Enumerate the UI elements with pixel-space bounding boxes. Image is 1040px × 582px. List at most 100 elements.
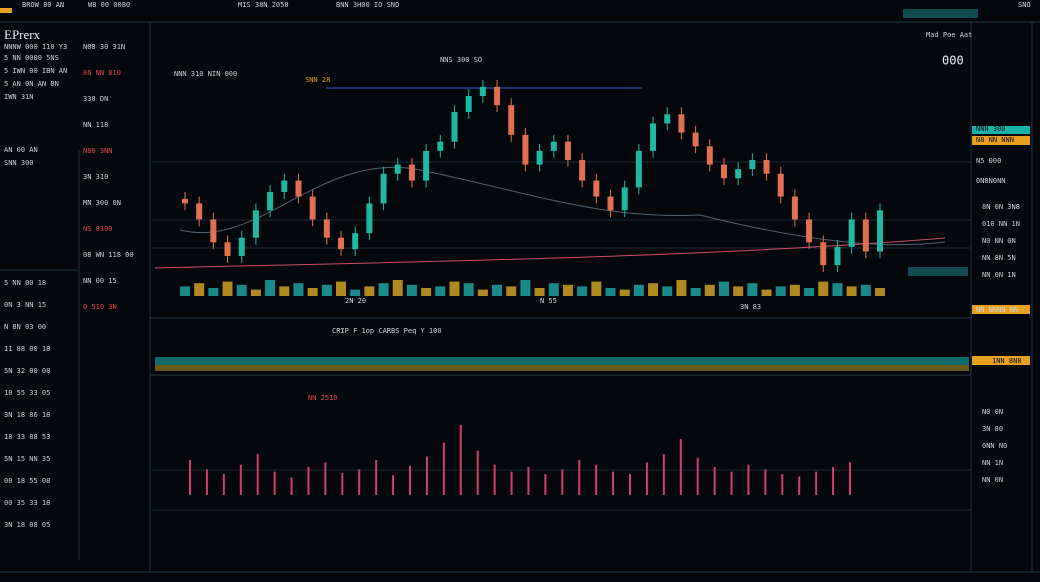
label: 0 510 3N bbox=[83, 303, 117, 311]
label: 10 55 33 05 bbox=[4, 389, 50, 397]
candle-body bbox=[862, 219, 869, 252]
label: 2N 20 bbox=[345, 297, 366, 305]
label: 86 NN 810 bbox=[83, 69, 121, 77]
volume-bar bbox=[222, 281, 233, 296]
candle-body bbox=[182, 198, 188, 204]
candle-body bbox=[678, 114, 685, 133]
ma-line bbox=[179, 166, 946, 246]
volume-bar bbox=[208, 288, 219, 296]
label: W8 00 0080 bbox=[88, 1, 130, 9]
label: NN 118 bbox=[83, 121, 108, 129]
candle-body bbox=[848, 219, 855, 247]
volume-bar bbox=[492, 284, 503, 296]
label: 3N 83 bbox=[740, 303, 761, 311]
frame bbox=[0, 21, 1040, 573]
candle-body bbox=[834, 246, 841, 266]
volume-bar bbox=[180, 286, 190, 296]
label: NNS 300 SO bbox=[440, 56, 482, 64]
candle-body bbox=[564, 141, 571, 160]
label: 0NN N0 bbox=[982, 442, 1007, 450]
label: MN 300 0N bbox=[83, 199, 121, 207]
candle-body bbox=[720, 164, 727, 179]
volume-bar bbox=[236, 284, 247, 296]
label: NN 0N bbox=[982, 476, 1003, 484]
candle-body bbox=[451, 112, 458, 142]
candle-body bbox=[465, 96, 472, 112]
candle-body bbox=[352, 233, 359, 250]
candle-body bbox=[777, 173, 784, 197]
tag bbox=[908, 267, 968, 276]
label: 5N 32 00 08 bbox=[4, 367, 50, 375]
label: 3N 18 86 18 bbox=[4, 411, 50, 419]
candle-body bbox=[820, 242, 827, 266]
volume-bar bbox=[860, 284, 871, 296]
label: 3N 310 bbox=[83, 173, 108, 181]
candle-body bbox=[735, 169, 742, 179]
candle-body bbox=[508, 105, 515, 135]
candle-body bbox=[338, 237, 345, 250]
candle-body bbox=[692, 132, 699, 147]
volume-bar bbox=[846, 286, 857, 296]
badge bbox=[972, 356, 1030, 365]
label: N08 30 31N bbox=[83, 43, 125, 51]
candle-body bbox=[479, 86, 486, 96]
volume-bar bbox=[775, 286, 786, 296]
candle-body bbox=[607, 196, 614, 211]
price: 000 bbox=[942, 54, 964, 68]
candle-body bbox=[281, 180, 288, 192]
label: 8N 0N 3N8 bbox=[982, 203, 1020, 211]
candle-body bbox=[550, 141, 557, 151]
volume-bar bbox=[477, 289, 488, 296]
band bbox=[155, 357, 969, 365]
candle-body bbox=[267, 192, 274, 211]
label: BNN 3H00 IO SNO bbox=[336, 1, 399, 9]
panel-title: EPrerx bbox=[4, 27, 41, 42]
volume-bar bbox=[804, 288, 815, 296]
candle-body bbox=[380, 173, 387, 204]
volume-bar bbox=[548, 283, 559, 296]
volume-bar bbox=[832, 283, 843, 296]
label: 18 33 88 53 bbox=[4, 433, 50, 441]
label: NN 8N 5N bbox=[982, 254, 1016, 262]
logo bbox=[0, 8, 12, 13]
candle-body bbox=[309, 196, 316, 220]
volume-bar bbox=[250, 289, 261, 296]
label: 5 NN 00 18 bbox=[4, 279, 46, 287]
label: NN 2510 bbox=[308, 394, 338, 402]
volume-bar bbox=[307, 288, 318, 296]
candle-body bbox=[494, 86, 501, 106]
volume-bar bbox=[605, 288, 616, 296]
label: 5 NN 0000 5NS bbox=[4, 54, 59, 62]
top-bar bbox=[903, 9, 978, 18]
candle-body bbox=[423, 150, 430, 181]
candle-body bbox=[394, 164, 401, 174]
label: 0N 3 NN 15 bbox=[4, 301, 46, 309]
label: 11 88 00 18 bbox=[4, 345, 50, 353]
candle-body bbox=[323, 219, 330, 238]
label: NNN 310 NIN 000 bbox=[174, 70, 237, 78]
label: NS 8100 bbox=[83, 225, 113, 233]
label: 08 WN 118 00 bbox=[83, 251, 134, 259]
candle-body bbox=[408, 164, 415, 181]
volume-bar bbox=[690, 288, 701, 296]
volume-bar bbox=[676, 280, 687, 296]
label: NN 0N 1N bbox=[982, 271, 1016, 279]
candle-body bbox=[791, 196, 798, 220]
label: 010 NN 1N bbox=[982, 220, 1020, 228]
volume-bar bbox=[392, 280, 403, 296]
volume-bar bbox=[662, 286, 673, 296]
label: 330 DN bbox=[83, 95, 108, 103]
label: IWN 31N bbox=[4, 93, 34, 101]
volume-bar bbox=[747, 283, 758, 296]
label: 5 AN 0N AN BN bbox=[4, 80, 59, 88]
label: NN NNNN NN bbox=[976, 306, 1018, 314]
label: N5 000 bbox=[976, 157, 1001, 165]
label: N0 0N bbox=[982, 408, 1003, 416]
candle-body bbox=[749, 160, 756, 170]
candle-body bbox=[522, 134, 529, 165]
volume-bar bbox=[761, 289, 772, 296]
volume-bar bbox=[648, 283, 659, 296]
candle-body bbox=[224, 242, 231, 256]
ma-line bbox=[154, 237, 946, 269]
volume-bar bbox=[875, 288, 885, 296]
